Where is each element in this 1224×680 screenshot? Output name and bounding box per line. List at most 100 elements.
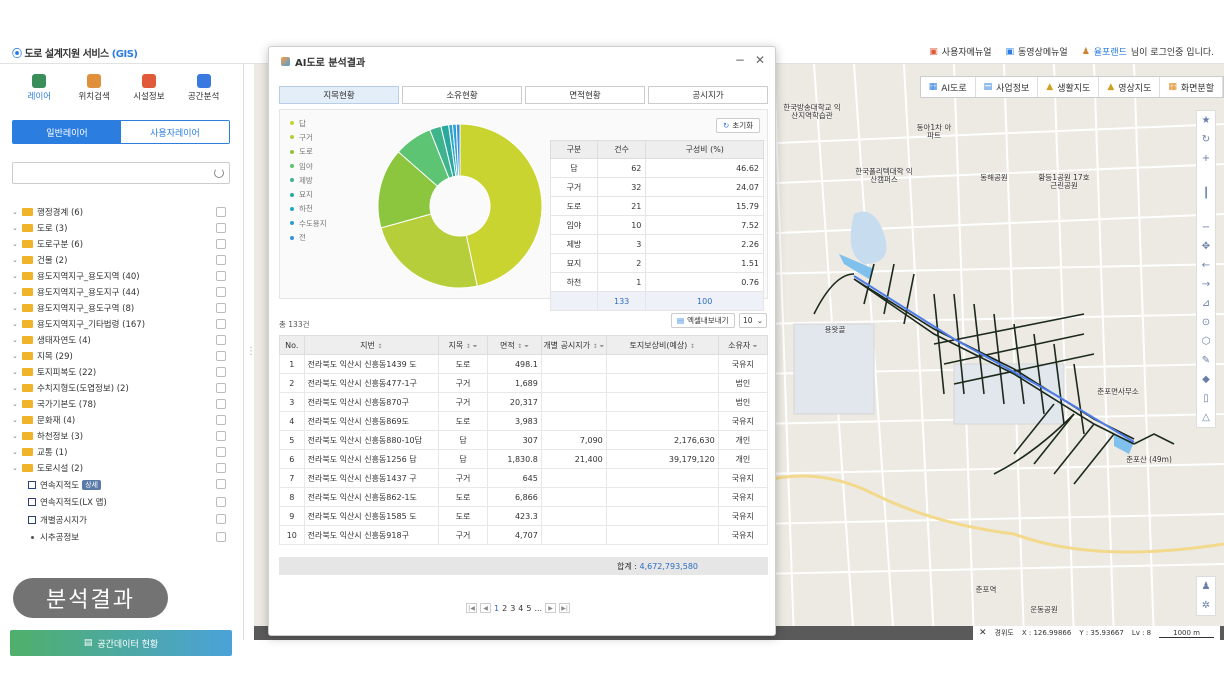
- forward-icon[interactable]: →: [1201, 279, 1211, 290]
- pie-slice-답[interactable]: [459, 123, 543, 287]
- ruler-icon[interactable]: ⊿: [1201, 298, 1211, 309]
- last-page-button[interactable]: ▶|: [559, 603, 571, 613]
- detail-tag[interactable]: 상세: [82, 479, 101, 490]
- layer-checkbox[interactable]: [216, 287, 226, 297]
- chevron-down-icon[interactable]: ⌄: [12, 320, 18, 328]
- tool-image-map[interactable]: ▲ 영상지도: [1099, 77, 1161, 97]
- pan-icon[interactable]: ✥: [1201, 241, 1211, 252]
- pencil-icon[interactable]: ✎: [1201, 355, 1211, 366]
- layer-item[interactable]: ⌄ 교통 (1): [12, 444, 232, 460]
- table-row[interactable]: 6 전라북도 익산시 신흥동1256 답 답 1,830.8 21,400 39,179,…: [279, 449, 769, 469]
- reset-button[interactable]: ↻ 초기화: [716, 118, 760, 133]
- zoom-out-icon[interactable]: −: [1201, 222, 1211, 233]
- tool-ai-road[interactable]: ▦ AI도로: [921, 77, 976, 97]
- page-number[interactable]: ...: [534, 603, 543, 613]
- layer-item[interactable]: ⌄ 건물 (2): [12, 252, 232, 268]
- table-row[interactable]: 3 전라북도 익산시 신흥동870구 구거 20,317 법인: [279, 392, 769, 412]
- layer-checkbox[interactable]: [216, 335, 226, 345]
- page-number[interactable]: 2: [502, 603, 508, 613]
- zoom-slider[interactable]: ┃: [1202, 187, 1210, 199]
- table-header[interactable]: 지목 ↕ ⏷: [437, 335, 489, 355]
- table-header[interactable]: 지번 ↕: [303, 335, 439, 355]
- eraser-icon[interactable]: ◆: [1202, 374, 1210, 385]
- triangle-icon[interactable]: △: [1202, 412, 1210, 423]
- layer-item[interactable]: ⌄ 도로시설 (2): [12, 460, 232, 476]
- table-row[interactable]: 4 전라북도 익산시 신흥동869도 도로 3,983 국유지: [279, 411, 769, 431]
- minimize-icon[interactable]: −: [734, 53, 745, 67]
- app-title[interactable]: ⦿ 도로 설계지원 서비스 (GIS): [12, 49, 138, 60]
- layer-checkbox[interactable]: [216, 207, 226, 217]
- layer-item[interactable]: ⌄ 용도지역지구_기타법령 (167): [12, 316, 232, 332]
- layer-item[interactable]: ⌄ 지목 (29): [12, 348, 232, 364]
- layer-item[interactable]: ⌄ 하천정보 (3): [12, 428, 232, 444]
- chevron-down-icon[interactable]: ⌄: [12, 272, 18, 280]
- spatial-data-status-button[interactable]: ▤ 공간데이터 현황: [10, 630, 232, 656]
- layer-checkbox[interactable]: [216, 463, 226, 473]
- layer-checkbox[interactable]: [216, 447, 226, 457]
- pie-slice-전[interactable]: [455, 123, 461, 177]
- chevron-down-icon[interactable]: ⌄: [12, 384, 18, 392]
- layer-checkbox[interactable]: [216, 271, 226, 281]
- chevron-down-icon[interactable]: ⌄: [12, 304, 18, 312]
- legend-item[interactable]: 제방: [290, 173, 327, 187]
- tool-split-screen[interactable]: ▦ 화면분할: [1160, 77, 1223, 97]
- chevron-down-icon[interactable]: ⌄: [12, 240, 18, 248]
- layer-checkbox[interactable]: [216, 399, 226, 409]
- chevron-down-icon[interactable]: ⌄: [12, 432, 18, 440]
- nav-facility-info[interactable]: 시설정보: [123, 74, 175, 106]
- layer-checkbox[interactable]: [216, 351, 226, 361]
- sort-filter-icon[interactable]: ⏷: [752, 342, 758, 350]
- chevron-down-icon[interactable]: ⌄: [12, 368, 18, 376]
- layer-checkbox[interactable]: [216, 415, 226, 425]
- tab-area[interactable]: 면적현황: [525, 86, 645, 104]
- close-icon[interactable]: ✕: [754, 53, 765, 67]
- nav-location-search[interactable]: 위치검색: [68, 74, 120, 106]
- street-view-icon[interactable]: ♟: [1201, 581, 1211, 592]
- first-page-button[interactable]: |◀: [466, 603, 477, 613]
- layer-checkbox[interactable]: [216, 319, 226, 329]
- zoom-in-icon[interactable]: +: [1201, 153, 1211, 164]
- tab-general-layers[interactable]: 일반레이어: [13, 121, 121, 143]
- close-icon[interactable]: ✕: [978, 628, 987, 638]
- tab-ownership[interactable]: 소유현황: [402, 86, 522, 104]
- legend-item[interactable]: 구거: [290, 130, 327, 144]
- page-number[interactable]: 5: [526, 603, 532, 613]
- chevron-down-icon[interactable]: ⌄: [12, 400, 18, 408]
- table-row[interactable]: 9 전라북도 익산시 신흥동1585 도 도로 423.3 국유지: [279, 506, 769, 526]
- layer-item[interactable]: ⌄ 도로 (3): [12, 220, 232, 236]
- page-number[interactable]: 1: [494, 603, 500, 613]
- layer-item[interactable]: ⌄ 수치지형도(도엽정보) (2): [12, 380, 232, 396]
- table-row[interactable]: 1 전라북도 익산시 신흥동1439 도 도로 498.1 국유지: [279, 354, 769, 374]
- sublayer-item[interactable]: 시추공정보: [12, 529, 232, 546]
- tab-land-price[interactable]: 공시지가: [648, 86, 768, 104]
- excel-export-button[interactable]: ▤ 엑셀내보내기: [671, 313, 735, 328]
- cube-icon[interactable]: ⬡: [1201, 336, 1211, 347]
- table-row[interactable]: 10 전라북도 익산시 신흥동918구 구거 4,707 국유지: [279, 525, 769, 545]
- table-header[interactable]: 개별 공시지가 ↕ ⏷: [540, 335, 607, 355]
- sort-filter-icon[interactable]: ↕ ⏷: [517, 342, 530, 350]
- panel-resize-handle[interactable]: ⋮: [246, 346, 256, 357]
- tab-user-layers[interactable]: 사용자레이어: [121, 121, 229, 143]
- layer-checkbox[interactable]: [216, 431, 226, 441]
- tab-land-category[interactable]: 지목현황: [279, 86, 399, 104]
- layer-item[interactable]: ⌄ 국가기본도 (78): [12, 396, 232, 412]
- video-manual-link[interactable]: ▣ 동영상메뉴얼: [1005, 46, 1068, 59]
- table-header[interactable]: No.: [279, 335, 305, 355]
- next-page-button[interactable]: ▶: [545, 603, 557, 613]
- legend-item[interactable]: 묘지: [290, 187, 327, 201]
- chevron-down-icon[interactable]: ⌄: [12, 336, 18, 344]
- layer-checkbox[interactable]: [216, 367, 226, 377]
- sort-filter-icon[interactable]: ↕ ⏷: [592, 342, 605, 350]
- layer-item[interactable]: ⌄ 도로구분 (6): [12, 236, 232, 252]
- table-header[interactable]: 면적 ↕ ⏷: [487, 335, 542, 355]
- layer-item[interactable]: ⌄ 토지피복도 (22): [12, 364, 232, 380]
- layer-toggle-icon[interactable]: ▯: [1203, 393, 1209, 404]
- chevron-down-icon[interactable]: ⌄: [12, 352, 18, 360]
- layer-item[interactable]: ⌄ 문화재 (4): [12, 412, 232, 428]
- layer-item[interactable]: ⌄ 행정경계 (6): [12, 204, 232, 220]
- sublayer-item[interactable]: 연속지적도(LX 맵): [12, 494, 232, 512]
- legend-item[interactable]: 임야: [290, 159, 327, 173]
- legend-item[interactable]: 수도용지: [290, 216, 327, 230]
- chevron-down-icon[interactable]: ⌄: [12, 208, 18, 216]
- layer-item[interactable]: ⌄ 용도지역지구_용도지역 (40): [12, 268, 232, 284]
